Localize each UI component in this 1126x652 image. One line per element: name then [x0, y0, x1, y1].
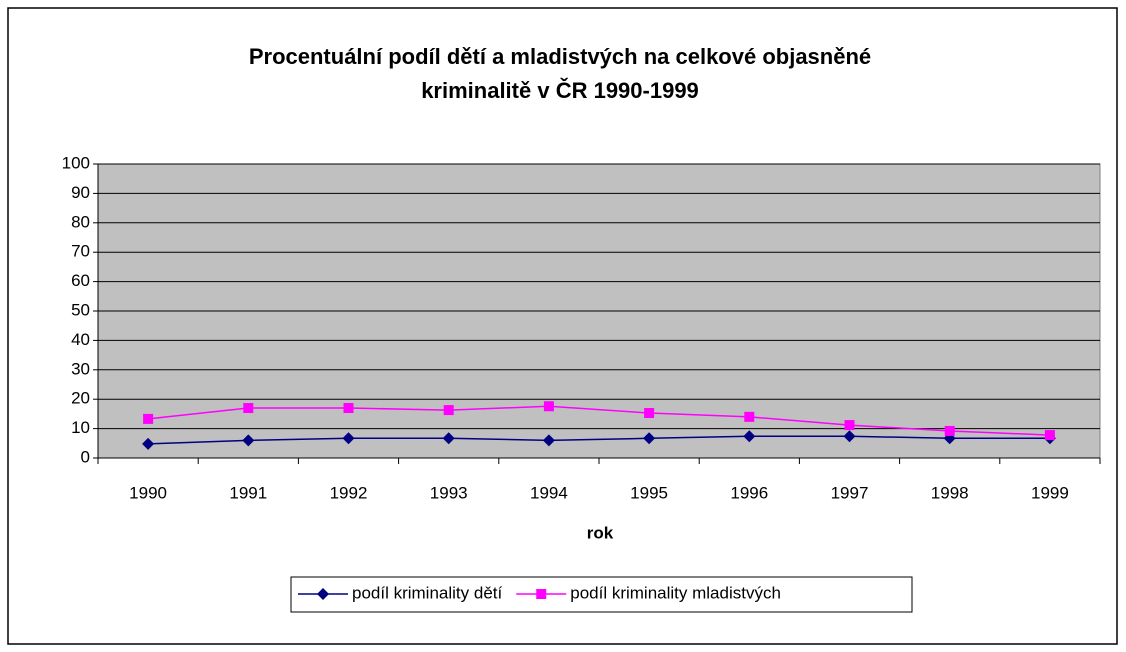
marker: [343, 403, 354, 414]
x-axis-label: rok: [587, 523, 614, 542]
marker: [644, 408, 655, 419]
x-tick-label: 1993: [430, 483, 468, 502]
x-tick-label: 1992: [330, 483, 368, 502]
x-tick-label: 1990: [129, 483, 167, 502]
series-line: [148, 405, 1050, 436]
legend-label: podíl kriminality dětí: [352, 583, 503, 602]
y-tick-label: 20: [71, 389, 90, 408]
x-tick-label: 1995: [630, 483, 668, 502]
marker: [143, 413, 154, 424]
marker: [443, 405, 454, 416]
y-tick-label: 40: [71, 330, 90, 349]
marker: [843, 430, 856, 443]
x-tick-label: 1996: [730, 483, 768, 502]
y-tick-label: 30: [71, 359, 90, 378]
marker: [543, 401, 554, 412]
marker: [342, 432, 355, 445]
x-tick-label: 1999: [1031, 483, 1069, 502]
marker: [242, 434, 255, 447]
marker: [844, 420, 855, 431]
x-tick-label: 1991: [229, 483, 267, 502]
marker: [536, 589, 547, 599]
marker: [743, 430, 756, 443]
marker: [442, 432, 455, 445]
series-line: [148, 435, 1050, 445]
marker: [317, 588, 329, 600]
y-tick-label: 50: [71, 300, 90, 319]
legend-label: podíl kriminality mladistvých: [570, 583, 781, 602]
chart-title: Procentuální podíl dětí a mladistvých na…: [249, 44, 871, 69]
y-tick-label: 90: [71, 183, 90, 202]
marker: [142, 437, 155, 450]
chart-title: kriminalitě v ČR 1990-1999: [421, 78, 699, 103]
marker: [542, 434, 555, 447]
y-tick-label: 10: [71, 418, 90, 437]
marker: [243, 403, 254, 414]
y-tick-label: 70: [71, 242, 90, 261]
y-tick-label: 60: [71, 271, 90, 290]
y-tick-label: 100: [62, 153, 90, 172]
x-tick-label: 1998: [931, 483, 969, 502]
marker: [1044, 430, 1055, 441]
marker: [643, 432, 656, 445]
y-tick-label: 80: [71, 212, 90, 231]
marker: [744, 411, 755, 422]
y-tick-label: 0: [81, 447, 90, 466]
legend: [290, 576, 913, 613]
x-tick-label: 1994: [530, 483, 568, 502]
x-tick-label: 1997: [831, 483, 869, 502]
marker: [944, 425, 955, 436]
